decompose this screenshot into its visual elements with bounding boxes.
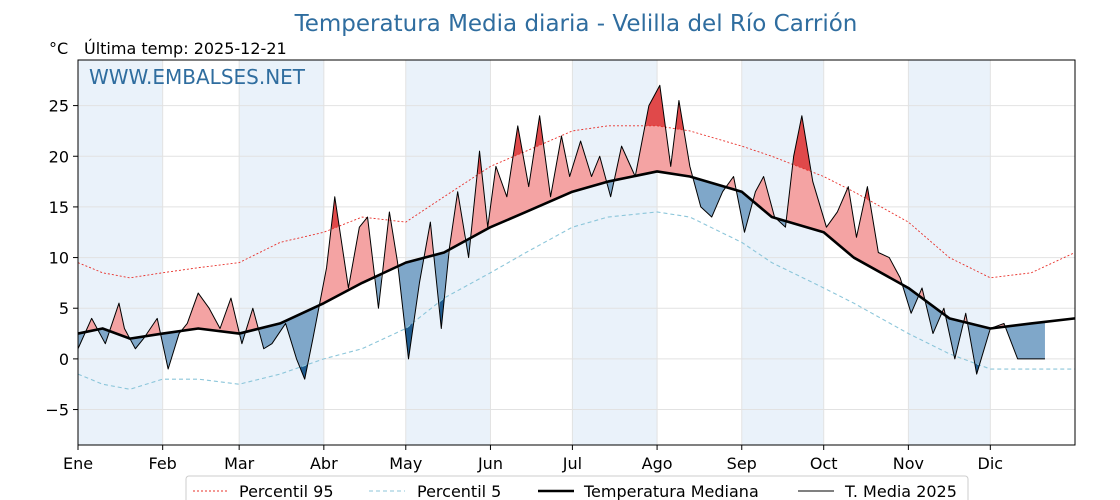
median-line bbox=[77, 170, 1076, 340]
percentile-95-line bbox=[77, 125, 1076, 279]
x-tick-label: Ago bbox=[642, 454, 673, 473]
month-band bbox=[741, 60, 824, 445]
month-band bbox=[239, 60, 324, 445]
y-tick-label: 20 bbox=[49, 147, 69, 166]
x-tick-label: May bbox=[389, 454, 422, 473]
y-tick-label: 0 bbox=[59, 350, 69, 369]
watermark: WWW.EMBALSES.NET bbox=[89, 65, 306, 89]
month-band bbox=[908, 60, 991, 445]
below-median-fill bbox=[259, 305, 319, 380]
current-year-line bbox=[77, 84, 1045, 380]
above-median-fill bbox=[382, 211, 398, 274]
y-axis-unit: °C bbox=[49, 39, 68, 58]
below-median-fill bbox=[131, 336, 145, 349]
below-p5-fill bbox=[405, 323, 413, 359]
below-median-fill bbox=[607, 180, 614, 197]
y-tick-label: 25 bbox=[49, 97, 69, 116]
above-median-fill bbox=[726, 176, 735, 190]
x-tick-label: Sep bbox=[727, 454, 757, 473]
above-median-fill bbox=[110, 303, 129, 339]
above-median-fill bbox=[181, 293, 240, 334]
x-tick-label: Dic bbox=[978, 454, 1004, 473]
above-median-fill bbox=[245, 308, 259, 332]
below-median-fill bbox=[1005, 321, 1045, 359]
above-p95-fill bbox=[676, 100, 684, 130]
above-median-fill bbox=[964, 313, 968, 323]
above-median-fill bbox=[86, 318, 98, 332]
x-tick-label: Feb bbox=[149, 454, 177, 473]
plot-area: −5 0 5 10 15 20 25 Ene Feb Mar Abr May Jun Jul Ago Sep O… bbox=[45, 59, 1076, 473]
y-tick-label: 10 bbox=[49, 249, 69, 268]
above-median-fill bbox=[614, 146, 634, 181]
y-tick-label: 15 bbox=[49, 198, 69, 217]
x-tick-label: Nov bbox=[893, 454, 924, 473]
x-tick-label: Jul bbox=[562, 454, 582, 473]
legend-label-median: Temperatura Mediana bbox=[583, 482, 759, 500]
below-median-fill bbox=[902, 284, 918, 314]
above-p95-fill bbox=[793, 115, 811, 172]
legend-box bbox=[185, 475, 969, 500]
y-tick-label: −5 bbox=[45, 401, 69, 420]
below-median-fill bbox=[375, 274, 382, 309]
above-median-fill bbox=[146, 318, 160, 337]
x-tick-label: Ene bbox=[63, 454, 93, 473]
below-median-fill bbox=[98, 328, 110, 344]
legend-label-current: T. Media 2025 bbox=[844, 482, 957, 500]
above-median-fill bbox=[786, 115, 902, 285]
legend-label-p5: Percentil 5 bbox=[417, 482, 501, 500]
above-median-fill bbox=[754, 176, 775, 218]
below-median-fill bbox=[434, 250, 449, 329]
x-tick-label: Mar bbox=[224, 454, 255, 473]
above-median-fill bbox=[449, 191, 465, 250]
above-p95-fill bbox=[478, 151, 481, 175]
above-median-fill bbox=[319, 196, 375, 306]
month-band bbox=[572, 60, 658, 445]
legend: Percentil 95 Percentil 5 Temperatura Media… bbox=[185, 475, 969, 500]
x-tick-label: Oct bbox=[810, 454, 838, 473]
above-p95-fill bbox=[513, 125, 522, 157]
below-median-fill bbox=[946, 316, 964, 359]
below-median-fill bbox=[736, 190, 753, 233]
last-temp-label: Última temp: 2025-12-21 bbox=[84, 39, 287, 58]
below-p5-fill bbox=[300, 364, 308, 380]
above-p95-fill bbox=[332, 196, 339, 229]
x-tick-label: Jun bbox=[477, 454, 503, 473]
plot-frame bbox=[77, 59, 1076, 446]
below-median-fill bbox=[968, 323, 989, 375]
above-p95-fill bbox=[646, 85, 666, 128]
legend-label-p95: Percentil 95 bbox=[239, 482, 334, 500]
y-tick-label: 5 bbox=[59, 299, 69, 318]
above-median-fill bbox=[471, 115, 607, 238]
x-tick-label: Abr bbox=[310, 454, 338, 473]
below-median-fill bbox=[398, 257, 424, 359]
month-band bbox=[78, 60, 163, 445]
chart-title: Temperatura Media diaria - Velilla del R… bbox=[294, 11, 858, 37]
below-median-fill bbox=[926, 301, 942, 334]
